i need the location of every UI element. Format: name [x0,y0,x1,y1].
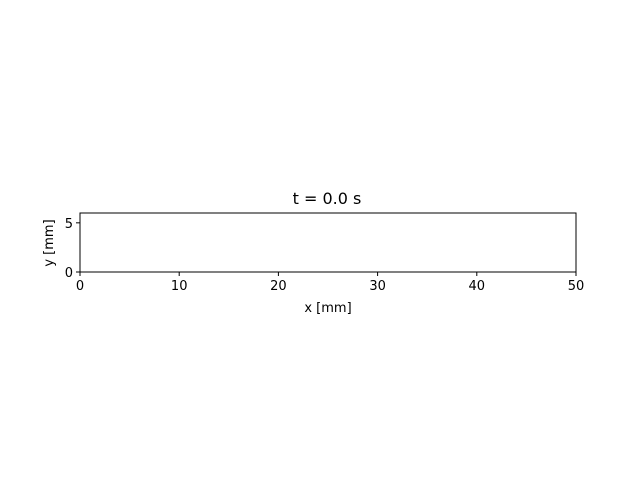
x-tick-label: 40 [469,279,486,294]
x-tick-label: 50 [568,279,585,294]
x-tick-label: 10 [171,279,188,294]
y-tick-label: 0 [65,266,73,281]
y-tick-label: 5 [65,217,73,232]
y-axis-label: y [mm] [42,219,57,266]
x-tick-label: 20 [270,279,287,294]
y-axis-ticks: 05 [65,217,80,281]
chart-title: t = 0.0 s [293,189,362,208]
axes-frame [79,212,577,273]
x-tick-label: 30 [369,279,386,294]
x-tick-label: 0 [76,279,84,294]
x-axis-label: x [mm] [304,301,351,316]
plot-area [79,212,577,273]
x-axis-ticks: 0 10 20 30 40 50 [76,272,584,294]
